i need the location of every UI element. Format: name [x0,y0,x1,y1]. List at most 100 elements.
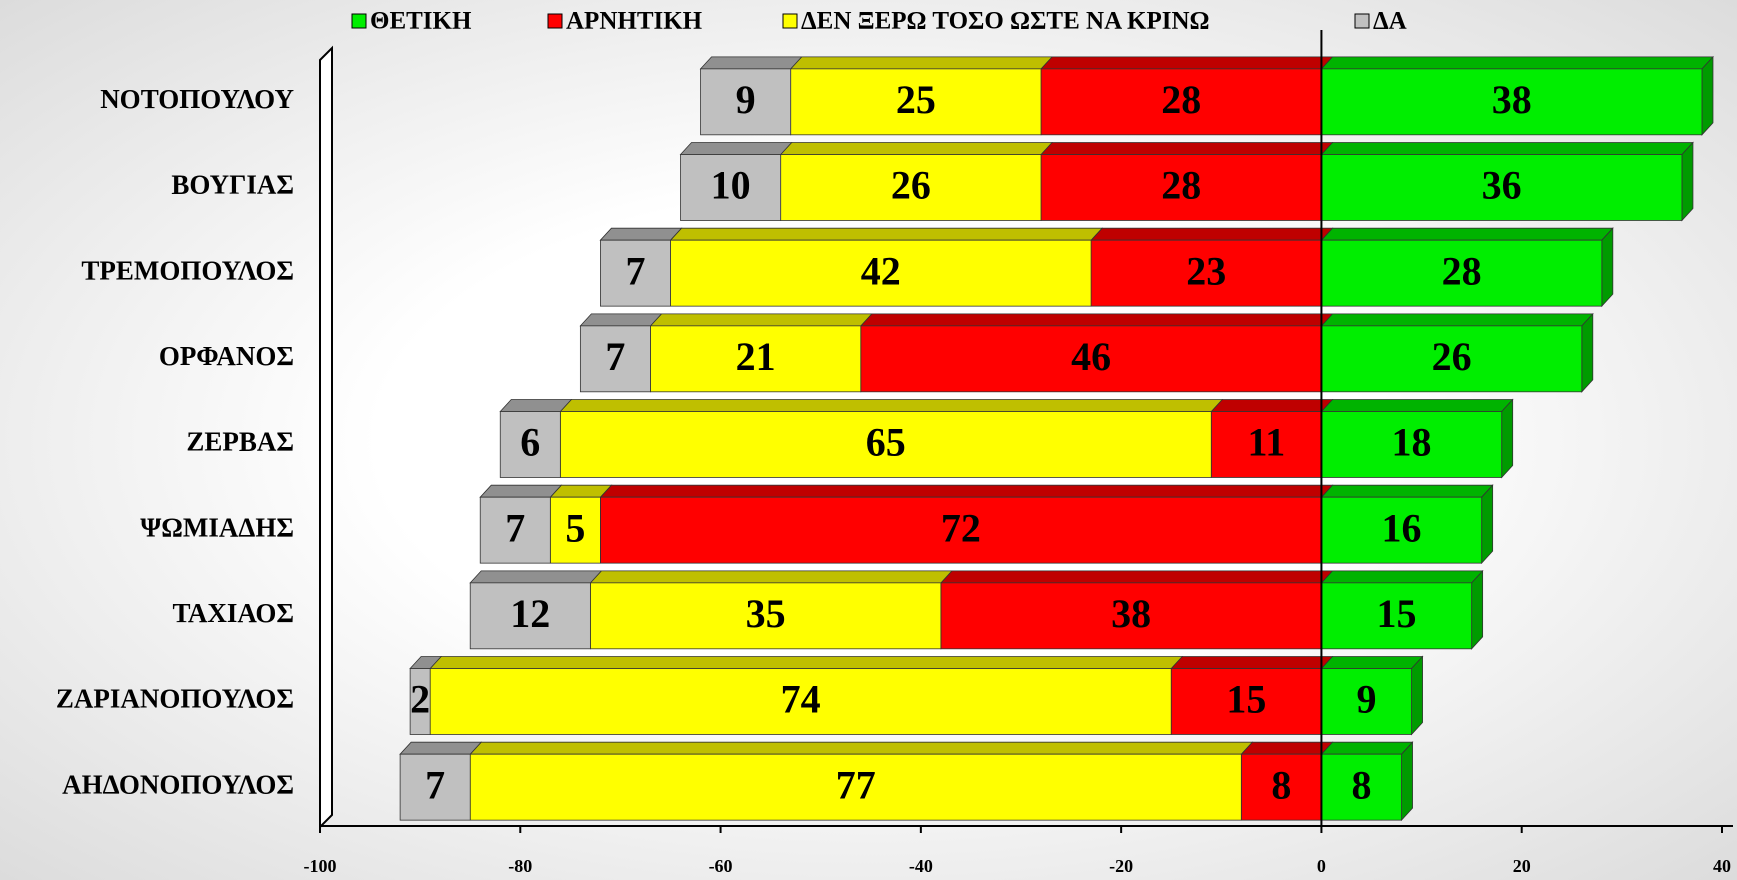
bar-top [779,142,1053,155]
bar-segment [469,741,1254,821]
bar-segment [399,741,483,821]
value-label: 42 [861,248,901,293]
bar-side [1481,484,1494,565]
bar-top [1040,56,1334,70]
value-label: 74 [781,677,821,722]
bar-segment [1320,655,1424,736]
bar-top [669,227,1104,241]
value-label: 38 [1111,591,1151,636]
value-label: 9 [1356,677,1376,722]
bar-top [1210,399,1334,412]
bar [1321,411,1503,478]
bar-top [1320,399,1514,412]
bar-side [1501,398,1514,479]
bar [469,753,1242,821]
x-tick-label: 40 [1713,856,1731,876]
bar-top [1320,56,1714,70]
category-label: ΤΑΧΙΑΟΣ [173,598,294,628]
value-label: 18 [1392,420,1432,465]
value-label: 6 [520,420,540,465]
bar-segment [1320,227,1614,308]
bar [479,496,551,564]
bar-segment [779,142,1053,221]
bar-top [1320,313,1594,327]
value-label: 7 [625,248,645,293]
value-label: 25 [896,77,936,122]
value-label: 28 [1442,248,1482,293]
bar-top [469,741,1254,755]
bar-top [859,313,1334,327]
bar-side [1681,141,1694,222]
bar-segment [1320,312,1594,393]
value-label: 7 [425,762,445,807]
bar-top [559,399,1224,412]
bar [860,325,1322,393]
bar-top [1040,142,1334,155]
bar-segment [1320,141,1694,222]
bar-top [429,656,1184,669]
x-tick-label: -20 [1109,856,1133,876]
bar-top [1320,227,1614,241]
value-label: 2 [410,677,430,722]
category-label: ΖΕΡΒΑΣ [186,427,294,457]
bar [429,668,1172,735]
value-label: 11 [1247,420,1285,465]
bar-side [1411,655,1423,736]
bar-top [1090,227,1334,241]
bar-top [599,227,683,241]
bar-side [1581,312,1594,393]
bar-side [1471,569,1484,650]
x-tick-label: -40 [909,856,933,876]
value-label: 28 [1161,77,1201,122]
bar-segment [1210,399,1334,478]
bar-segment [1320,55,1714,136]
bar-top [469,570,603,584]
bar-top [1320,656,1424,669]
bar-top [1320,741,1414,755]
category-label: ΑΗΔΟΝΟΠΟΥΛΟΣ [62,769,294,799]
value-label: 9 [736,77,756,122]
bar-top [1170,656,1334,669]
bar-segment [699,56,803,136]
bar [589,582,942,650]
bar-top [599,484,1334,498]
bar-top [679,142,793,155]
bar-segment [789,56,1053,136]
bar-segment [559,399,1224,478]
bar-side [1601,227,1614,308]
x-tick-label: 20 [1513,856,1531,876]
bar [700,68,792,136]
category-label: ΤΡΕΜΟΠΟΥΛΟΣ [81,255,294,285]
bar-top [1320,142,1694,155]
value-label: 26 [891,163,931,208]
value-label: 7 [605,334,625,379]
category-label: ΟΡΦΑΝΟΣ [159,341,294,371]
bar [499,411,561,478]
bar-segment [669,227,1104,307]
legend-label: ΔΑ [1373,8,1407,35]
bar-top [579,313,663,327]
bar [1170,668,1322,735]
value-label: 23 [1186,248,1226,293]
value-label: 5 [565,505,585,550]
left-wall [319,45,333,830]
bar-side [1401,741,1413,822]
category-label: ΖΑΡΙΑΝΟΠΟΥΛΟΣ [56,684,294,714]
bar [1321,154,1683,221]
bar [1240,753,1322,821]
bar-segment [429,656,1184,735]
bar-segment [939,570,1334,650]
value-label: 8 [1271,762,1291,807]
bar-segment [499,399,573,478]
bar-top [479,484,563,498]
bar [600,239,671,307]
bar-segment [1170,656,1334,735]
bar [469,582,591,650]
bar [1090,239,1322,307]
legend-swatch [547,13,563,29]
value-label: 26 [1432,334,1472,379]
bar [680,154,782,221]
bar-top [399,741,483,755]
bar-segment [589,570,953,650]
